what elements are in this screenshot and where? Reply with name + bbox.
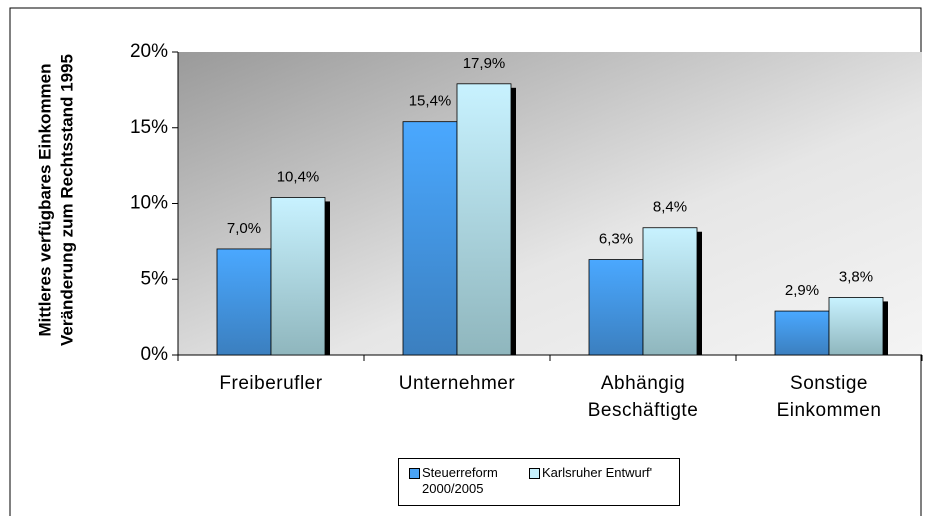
x-tick-label: Freiberufler — [219, 373, 322, 394]
bar — [642, 227, 698, 356]
bar — [402, 121, 458, 356]
x-tick-label: Beschäftigte — [588, 400, 699, 421]
legend-label: Karlsruher Entwurf' — [542, 465, 653, 480]
bar — [270, 197, 326, 356]
bar — [588, 259, 644, 356]
bar — [828, 297, 884, 356]
y-tick-label: 10% — [130, 193, 168, 214]
y-tick-label: 5% — [141, 268, 169, 289]
y-tick-label: 15% — [130, 117, 168, 138]
bar — [216, 248, 272, 356]
value-label: 3,8% — [839, 268, 873, 285]
legend-label: Steuerreform 2000/2005 — [422, 465, 498, 496]
value-label: 15,4% — [409, 93, 452, 110]
y-axis-label: Veränderung zum Rechtsstand 1995 — [57, 54, 76, 346]
value-label: 6,3% — [599, 231, 633, 248]
value-label: 17,9% — [463, 55, 506, 72]
value-label: 8,4% — [653, 199, 687, 216]
value-label: 7,0% — [227, 220, 261, 237]
legend-item: Karlsruher Entwurf' — [529, 465, 692, 481]
x-tick-label: Unternehmer — [399, 373, 516, 394]
bar — [456, 83, 512, 356]
y-tick-label: 0% — [141, 344, 169, 365]
value-label: 2,9% — [785, 282, 819, 299]
bar — [774, 310, 830, 356]
legend-swatch — [409, 468, 420, 479]
value-label: 10,4% — [277, 168, 320, 185]
legend: Steuerreform 2000/2005 Karlsruher Entwurf… — [398, 458, 680, 506]
legend-item: Steuerreform 2000/2005 — [409, 465, 537, 497]
x-tick-label: Sonstige — [790, 373, 868, 394]
y-axis-label: Mittleres verfügbares Einkommen — [35, 63, 54, 336]
legend-swatch — [529, 468, 540, 479]
y-tick-label: 20% — [130, 41, 168, 62]
x-tick-label: Abhängig — [601, 373, 685, 394]
x-tick-label: Einkommen — [777, 400, 882, 421]
